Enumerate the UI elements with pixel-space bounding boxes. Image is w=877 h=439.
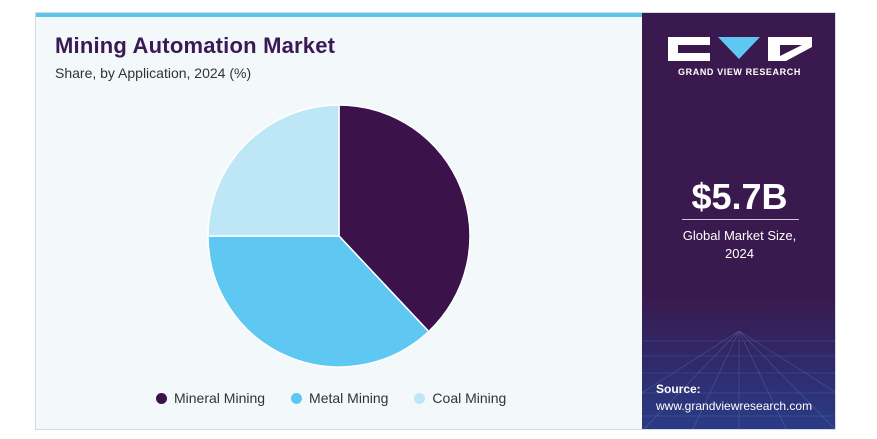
legend-swatch [414, 392, 426, 404]
chart-legend: Mineral Mining Metal Mining Coal Mining [156, 390, 506, 406]
legend-swatch [291, 392, 303, 404]
brand-name: GRAND VIEW RESEARCH [678, 67, 801, 77]
market-size-label-line2: 2024 [725, 246, 754, 261]
source-label: Source: [656, 382, 701, 396]
legend-label: Metal Mining [309, 390, 389, 406]
pie-chart [207, 104, 471, 368]
chart-subtitle: Share, by Application, 2024 (%) [55, 65, 252, 81]
legend-swatch [156, 392, 167, 404]
legend-item-coal-mining: Coal Mining [414, 390, 506, 406]
pie-slice-coal-mining [207, 104, 340, 237]
divider [682, 219, 799, 220]
legend-label: Mineral Mining [174, 390, 266, 406]
market-size-value: $5.7B [691, 176, 788, 217]
pie-slice-metal-mining [207, 235, 430, 368]
pie-slices [207, 104, 471, 368]
chart-title: Mining Automation Market [55, 33, 336, 58]
source-url[interactable]: www.grandviewresearch.com [656, 399, 813, 413]
market-size-label: Global Market Size, 2024 [642, 227, 835, 263]
decorative-grid [642, 330, 835, 429]
legend-item-mineral-mining: Mineral Mining [156, 390, 265, 406]
grand-view-research-logo [668, 37, 812, 61]
legend-label: Coal Mining [432, 390, 507, 406]
infographic-card: Mining Automation Market Share, by Appli… [35, 12, 836, 430]
market-size-label-line1: Global Market Size, [682, 228, 797, 243]
pie-slice-mineral-mining [338, 104, 471, 333]
legend-item-metal-mining: Metal Mining [291, 390, 388, 406]
summary-panel: GRAND VIEW RESEARCH $5.7B Global Market … [642, 13, 835, 429]
accent-bar [36, 13, 642, 17]
